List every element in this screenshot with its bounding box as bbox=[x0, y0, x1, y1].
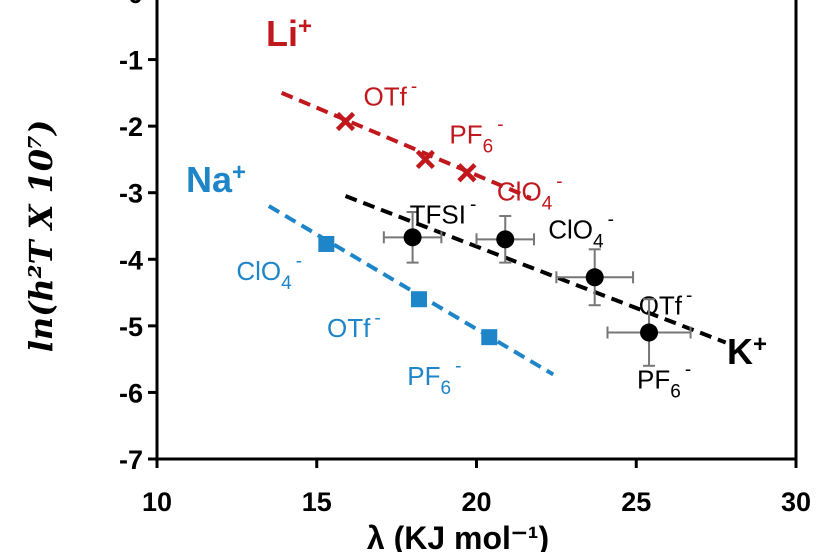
x-tick-label: 20 bbox=[461, 487, 491, 517]
x-tick-label: 15 bbox=[302, 487, 332, 517]
data-point-li bbox=[335, 111, 356, 132]
series-label-li: Li+ bbox=[266, 13, 312, 54]
series-label-k: K+ bbox=[727, 331, 767, 372]
point-label: PF6- bbox=[449, 114, 503, 157]
y-tick-label: -6 bbox=[119, 378, 143, 408]
y-tick-label: -3 bbox=[119, 179, 143, 209]
data-point-k bbox=[640, 323, 659, 342]
series-label-na: Na+ bbox=[186, 159, 246, 200]
point-label: OTf - bbox=[639, 285, 693, 320]
y-tick-label: -7 bbox=[119, 445, 143, 475]
y-tick-label: -5 bbox=[119, 312, 143, 342]
point-label: ClO4- bbox=[548, 209, 614, 252]
fit-line-li bbox=[280, 91, 532, 200]
data-point-na bbox=[481, 329, 498, 346]
point-label: ClO4- bbox=[236, 251, 302, 294]
point-label: PF6- bbox=[637, 360, 691, 403]
plot-area: 0 -1 -2 -3 -4 -5 -6 -7 10 15 20 25 30 Li+ OTf- PF6- ClO4… bbox=[119, 0, 811, 517]
point-label: PF6- bbox=[407, 356, 461, 399]
fit-line-na bbox=[267, 204, 555, 377]
fit-line-k bbox=[344, 194, 727, 345]
x-tick-label: 10 bbox=[142, 487, 172, 517]
marker-stroke bbox=[335, 111, 356, 132]
point-label: OTf - bbox=[327, 308, 381, 343]
data-point-li bbox=[457, 163, 477, 183]
x-tick-label: 30 bbox=[781, 487, 811, 517]
x-tick-label: 25 bbox=[621, 487, 651, 517]
data-point-k bbox=[403, 228, 422, 247]
data-point-k bbox=[585, 268, 604, 287]
data-point-na bbox=[410, 291, 427, 308]
y-tick-label: 0 bbox=[128, 0, 143, 9]
point-label: TFSI - bbox=[410, 194, 477, 229]
marker-stroke bbox=[457, 163, 477, 183]
data-point-li bbox=[415, 149, 435, 170]
point-label: ClO4- bbox=[497, 172, 563, 215]
marker-stroke bbox=[415, 149, 435, 170]
y-tick-label: -4 bbox=[119, 245, 143, 275]
point-label: OTf - bbox=[364, 76, 418, 111]
y-tick-label: -2 bbox=[119, 112, 143, 142]
data-point-na bbox=[318, 235, 335, 252]
y-axis-title: ln(h²T X 10⁷) bbox=[22, 120, 60, 352]
x-axis-title: λ (KJ mol⁻¹) bbox=[367, 520, 549, 552]
data-point-k bbox=[496, 230, 515, 249]
y-tick-label: -1 bbox=[119, 46, 143, 76]
